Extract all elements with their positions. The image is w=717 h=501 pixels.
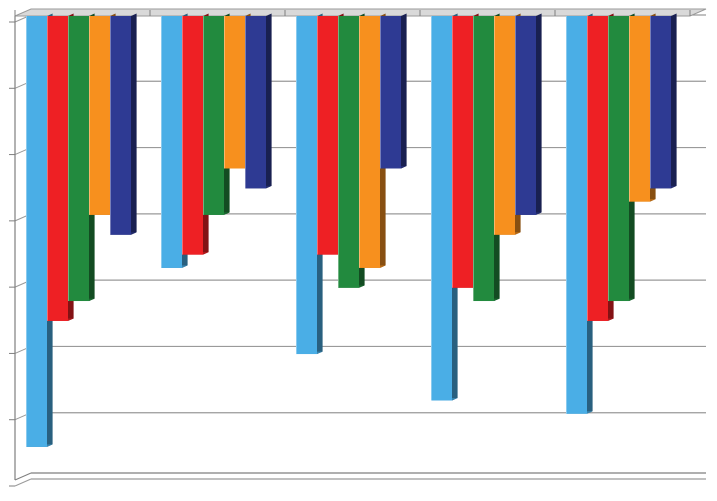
bar bbox=[296, 16, 317, 355]
bar-side bbox=[671, 13, 677, 189]
bar bbox=[515, 16, 536, 215]
bar bbox=[650, 16, 671, 189]
bar bbox=[161, 16, 182, 268]
bar bbox=[26, 16, 47, 447]
bar bbox=[359, 16, 380, 268]
bar bbox=[473, 16, 494, 302]
bar bbox=[452, 16, 473, 288]
bar-side bbox=[536, 13, 542, 215]
axis-corner bbox=[14, 472, 32, 481]
bar-side bbox=[266, 13, 272, 189]
bar bbox=[182, 16, 203, 255]
bar-side bbox=[131, 13, 137, 235]
bar bbox=[68, 16, 89, 302]
bar bbox=[47, 16, 68, 321]
bar bbox=[380, 16, 401, 169]
bar bbox=[338, 16, 359, 288]
top-plane bbox=[14, 8, 707, 17]
bar bbox=[608, 16, 629, 302]
bar-side bbox=[401, 13, 407, 169]
bar bbox=[494, 16, 515, 235]
bar bbox=[317, 16, 338, 255]
bar bbox=[431, 16, 452, 401]
gridline-depth bbox=[14, 478, 32, 487]
bar bbox=[89, 16, 110, 215]
bar bbox=[245, 16, 266, 189]
bar bbox=[629, 16, 650, 202]
bar bbox=[224, 16, 245, 169]
bar bbox=[110, 16, 131, 235]
bar bbox=[566, 16, 587, 414]
bar bbox=[587, 16, 608, 321]
bar bbox=[203, 16, 224, 215]
